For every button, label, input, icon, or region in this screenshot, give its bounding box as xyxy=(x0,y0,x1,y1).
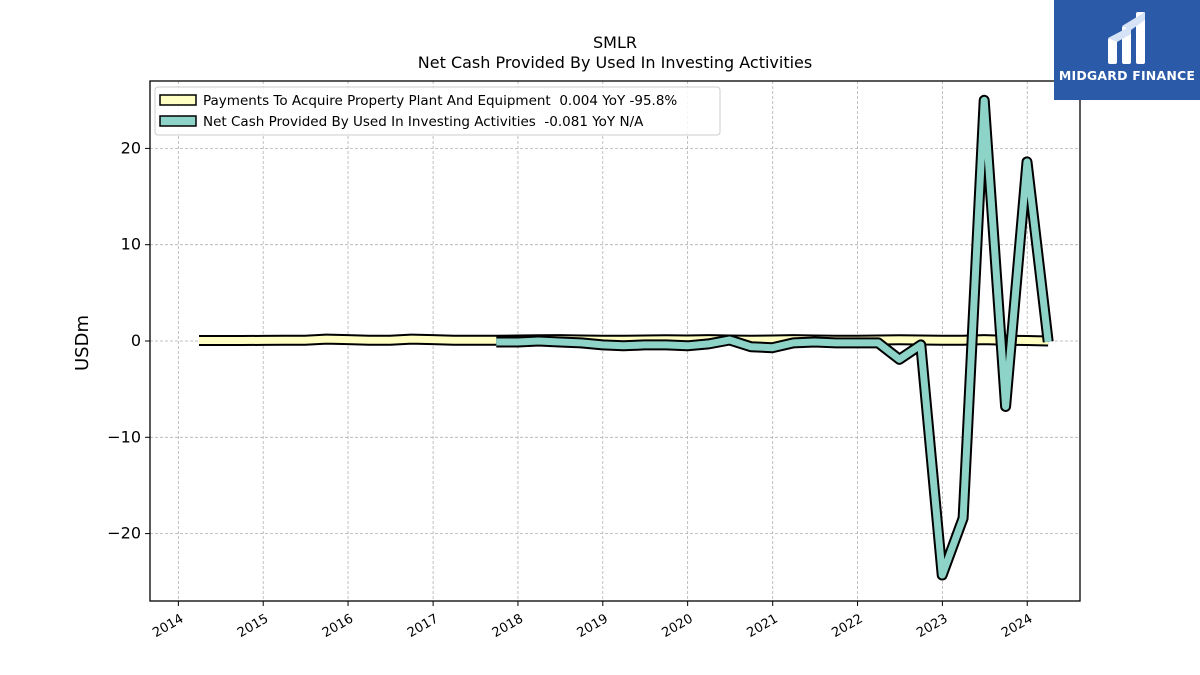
legend: Payments To Acquire Property Plant And E… xyxy=(154,86,721,136)
chart-subtitle: Net Cash Provided By Used In Investing A… xyxy=(418,53,812,72)
x-tick-label: 2021 xyxy=(745,611,781,641)
y-axis-label: USDm xyxy=(72,315,93,371)
x-tick-label: 2022 xyxy=(829,611,865,641)
x-tick-label: 2024 xyxy=(999,611,1035,641)
series-line-2 xyxy=(496,96,1052,579)
x-tick-label: 2014 xyxy=(150,611,186,641)
x-tick-label: 2018 xyxy=(490,611,526,641)
brand-mark-icon xyxy=(1108,12,1145,64)
y-tick-label: −20 xyxy=(107,524,141,543)
brand-logo: MIDGARD FINANCE xyxy=(1054,0,1200,100)
y-tick-label: −10 xyxy=(107,427,141,446)
x-axis-ticks: 2014 2015 2016 2017 2018 2019 2020 2021 2022 2023… xyxy=(150,601,1035,641)
y-tick-label: 10 xyxy=(121,235,141,254)
x-tick-label: 2015 xyxy=(235,611,271,641)
legend-swatch-2 xyxy=(159,115,197,127)
x-tick-label: 2017 xyxy=(405,611,441,641)
x-tick-label: 2019 xyxy=(575,611,611,641)
x-tick-label: 2020 xyxy=(659,611,695,641)
legend-label-1: Payments To Acquire Property Plant And E… xyxy=(203,93,677,109)
legend-swatch-1 xyxy=(159,94,197,106)
x-tick-label: 2023 xyxy=(914,611,950,641)
chart-title: SMLR xyxy=(593,33,637,52)
legend-box xyxy=(154,86,721,136)
x-tick-label: 2016 xyxy=(320,611,356,641)
y-tick-label: 0 xyxy=(131,331,141,350)
y-axis-ticks: −20 −10 0 10 20 xyxy=(107,138,150,543)
series-lines xyxy=(199,94,1054,581)
y-tick-label: 20 xyxy=(121,138,141,157)
brand-name: MIDGARD FINANCE xyxy=(1058,68,1196,83)
series-line-1 xyxy=(199,335,1049,345)
legend-label-2: Net Cash Provided By Used In Investing A… xyxy=(203,114,644,130)
